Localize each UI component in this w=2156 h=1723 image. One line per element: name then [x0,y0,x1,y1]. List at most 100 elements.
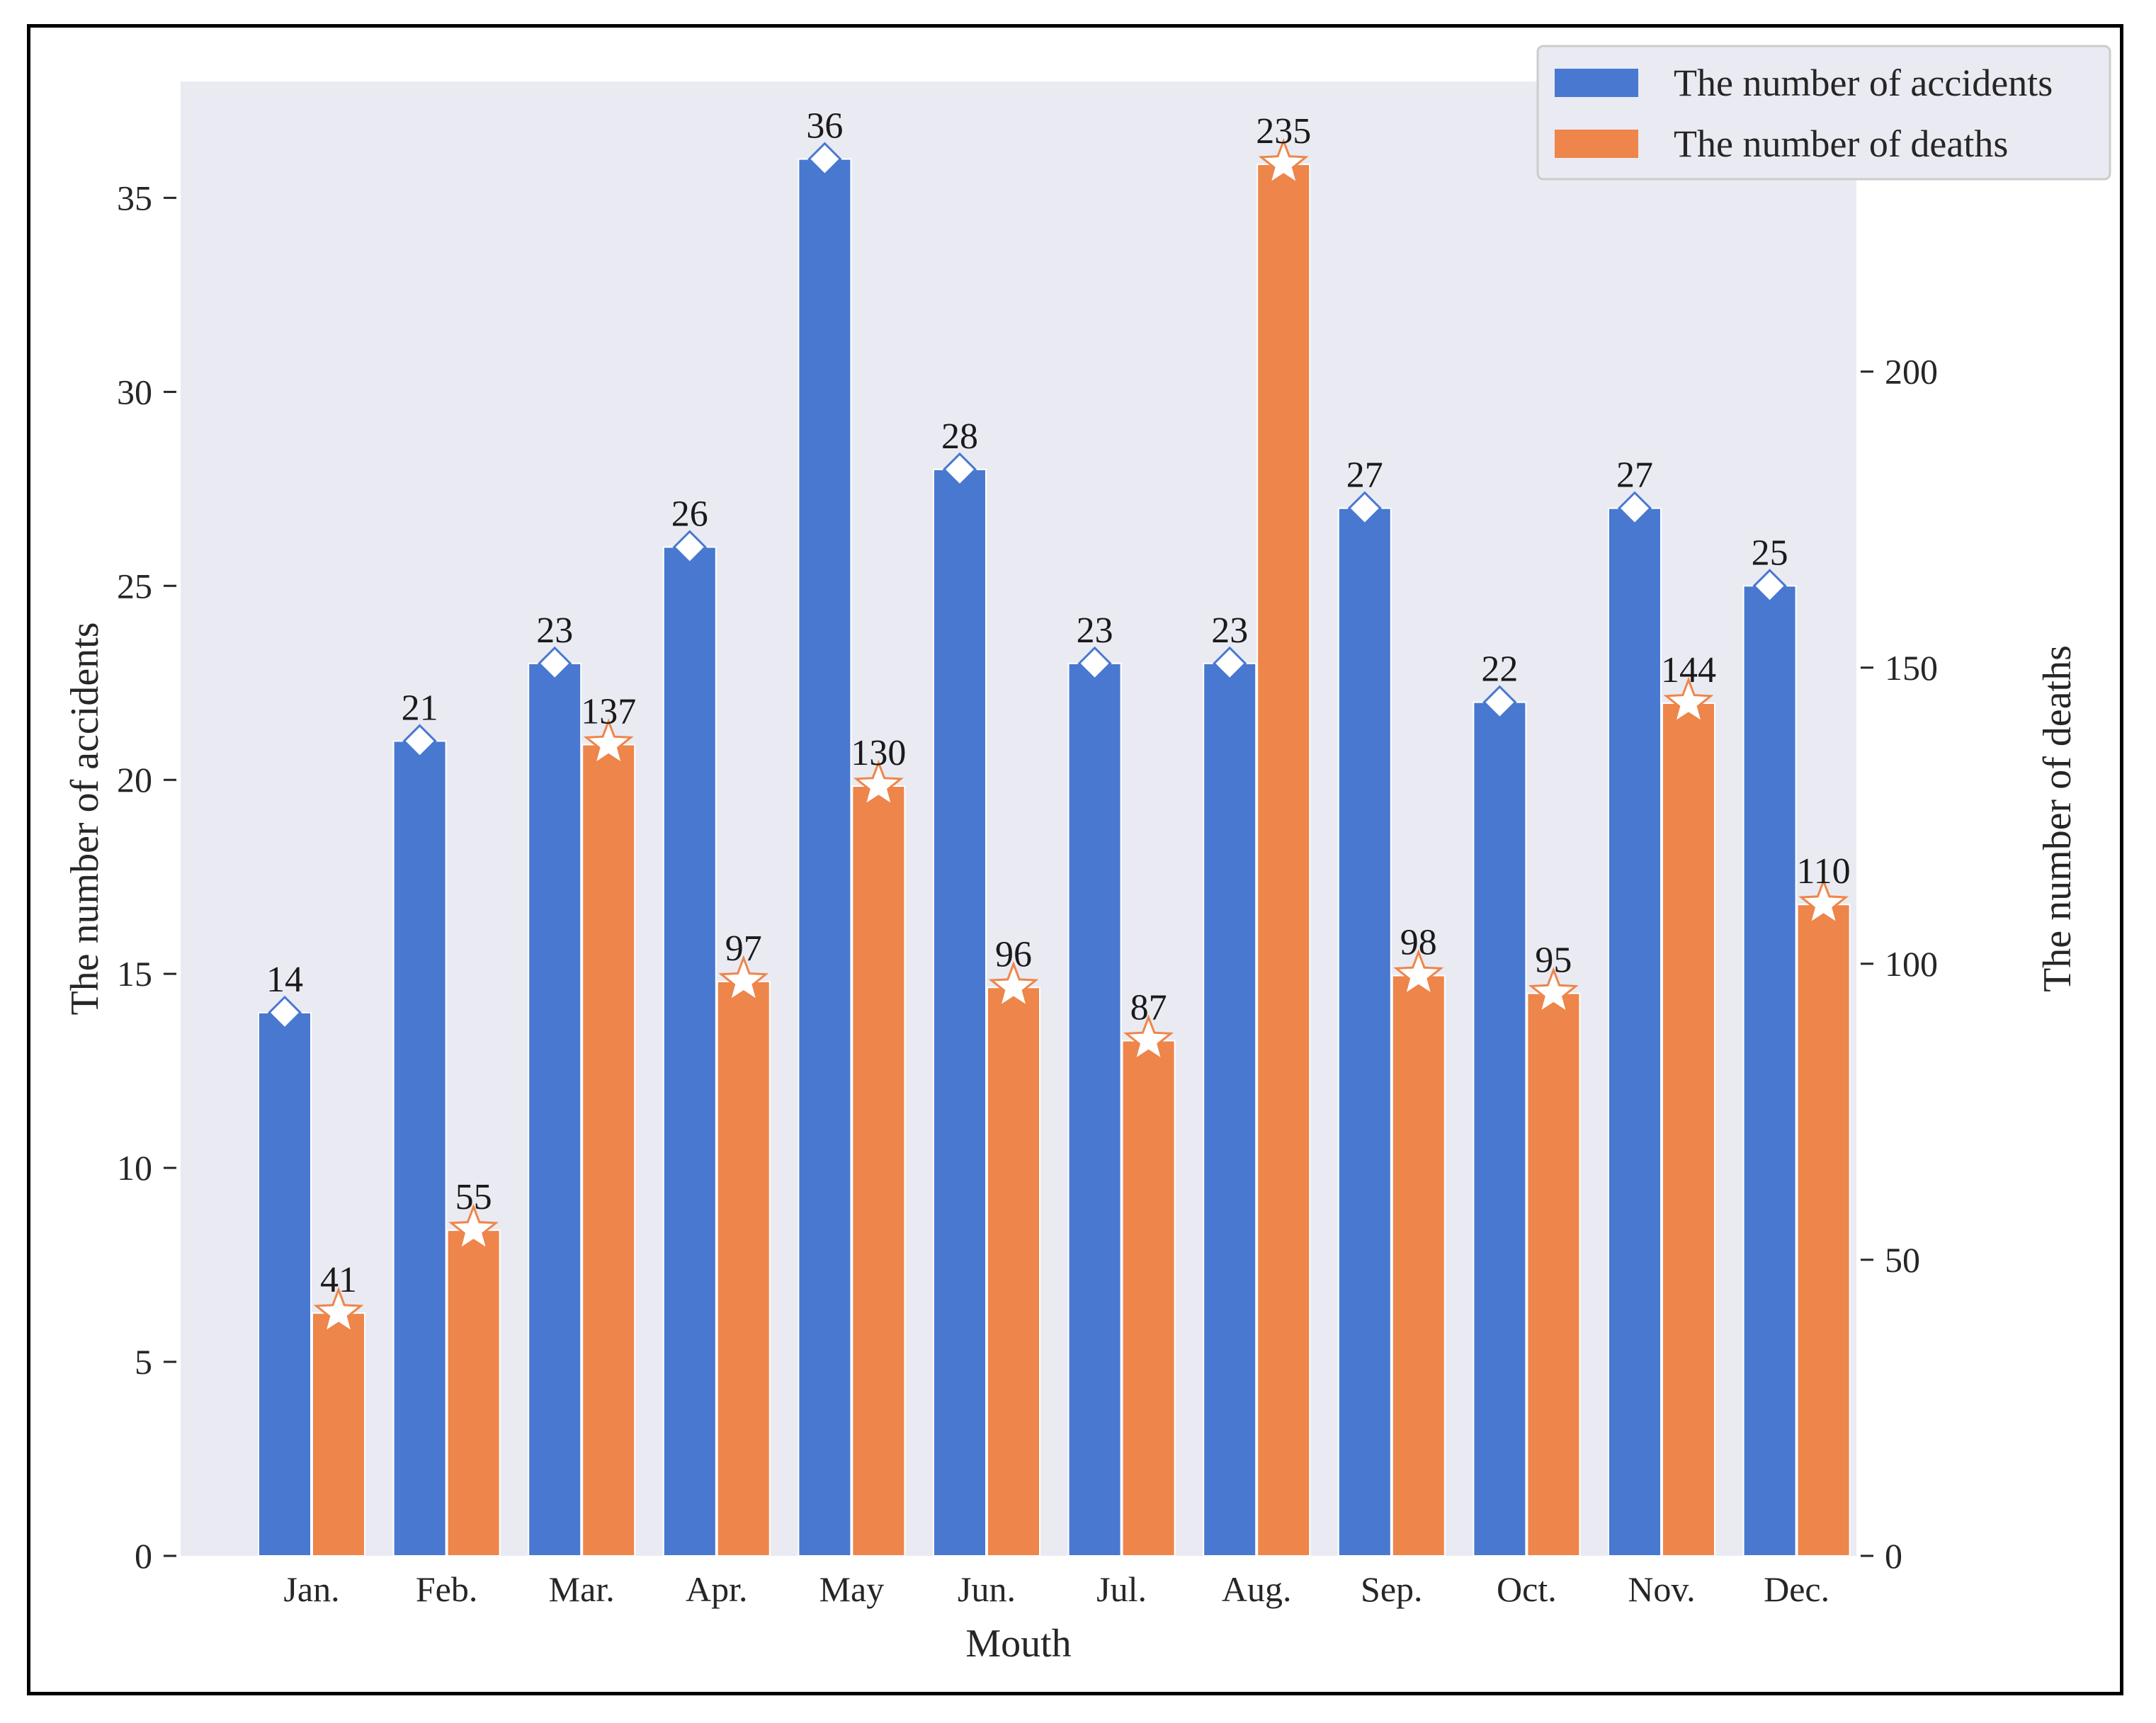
bar-accidents [392,740,447,1557]
marker-deaths [583,718,634,766]
marker-deaths [718,955,769,1003]
data-label-deaths: 110 [1797,851,1851,892]
marker-deaths [1798,877,1849,926]
bars-group [258,158,1851,1557]
data-label-deaths: 98 [1400,923,1437,963]
legend: The number of accidents The number of de… [1536,45,2111,181]
data-label-deaths: 144 [1661,650,1716,690]
left-tick-label: 35 [117,178,152,217]
data-label-accidents: 28 [941,416,978,457]
legend-box [1536,45,2111,181]
right-tick-label: 100 [1885,944,1938,984]
markers-group [267,137,1849,1335]
left-y-axis: 0 5 10 15 20 25 30 35 [117,178,176,1576]
marker-deaths [1528,967,1579,1015]
data-label-accidents: 36 [806,106,843,147]
bar-accidents [1067,662,1122,1557]
marker-deaths [1663,676,1714,725]
right-tick-label: 150 [1885,648,1938,688]
data-label-deaths: 97 [725,928,762,969]
bar-deaths [1391,974,1446,1557]
legend-swatch-accidents [1555,69,1638,97]
marker-deaths [853,759,904,808]
bar-deaths [987,986,1040,1557]
data-label-deaths: 87 [1130,988,1167,1028]
bar-chart: 1441215523137269736130289623872323527982… [63,45,2111,1666]
marker-accidents [1752,569,1787,603]
data-label-accidents: 23 [1077,610,1113,651]
bar-accidents [933,468,987,1557]
bar-accidents [258,1011,312,1557]
left-tick-label: 25 [117,566,152,605]
bar-deaths [851,785,906,1557]
bar-deaths [1796,904,1851,1557]
x-tick-label: Dec. [1764,1569,1829,1609]
marker-accidents [267,995,302,1030]
bar-accidents [1742,585,1797,1557]
data-label-deaths: 55 [455,1177,492,1217]
figure-frame: 14 41 21 55 23 137 26 97 36 130 28 96 23 87 23 235 27 98 2… [27,24,2123,1695]
left-tick-label: 15 [117,954,152,994]
bar-accidents [528,662,582,1557]
data-label-accidents: 14 [266,960,303,1000]
legend-label-accidents: The number of accidents [1674,62,2053,104]
left-tick-label: 0 [135,1536,152,1576]
data-label-accidents: 25 [1752,533,1788,573]
bar-accidents [662,546,717,1557]
bar-deaths [716,980,771,1557]
bar-deaths [1121,1040,1176,1557]
marker-deaths [313,1286,364,1335]
right-y-axis: 0 50 100 150 200 [1861,352,1938,1576]
x-tick-label: Apr. [686,1569,748,1609]
x-tick-label: Nov. [1628,1569,1695,1609]
x-axis-title: Mouth [965,1622,1071,1666]
bar-accidents [1203,662,1257,1557]
x-tick-label: Oct. [1497,1569,1557,1609]
x-tick-label: Jul. [1096,1569,1147,1609]
data-label-accidents: 27 [1346,455,1383,496]
data-label-deaths: 137 [581,691,636,732]
right-tick-label: 0 [1885,1536,1902,1576]
data-label-accidents: 23 [536,610,573,651]
x-tick-label: Jan. [283,1569,339,1609]
left-y-axis-title: The number of accidents [63,622,107,1015]
data-label-deaths: 235 [1256,111,1311,152]
right-tick-label: 200 [1885,352,1938,392]
marker-deaths [1393,949,1444,997]
left-tick-label: 20 [117,760,152,800]
x-axis: Jan. Feb. Mar. Apr. May Jun. Jul. Aug. Sep. Oct. N… [283,1569,1829,1609]
marker-deaths [1123,1014,1174,1062]
data-label-accidents: 23 [1211,610,1248,651]
marker-accidents [1617,491,1652,525]
data-label-deaths: 95 [1535,940,1572,981]
bar-accidents [1473,701,1527,1557]
bar-deaths [1662,702,1715,1557]
bar-accidents [1337,507,1392,1557]
x-tick-label: Feb. [416,1569,478,1609]
marker-deaths [988,961,1039,1009]
bar-accidents [1608,507,1662,1557]
marker-accidents [807,142,842,176]
bar-deaths [1526,992,1581,1557]
x-tick-label: Mar. [549,1569,615,1609]
marker-accidents [402,724,437,758]
marker-accidents [538,646,572,681]
x-tick-label: May [819,1569,885,1609]
data-labels-group: 1441215523137269736130289623872323527982… [266,106,1851,1301]
marker-accidents [942,452,977,487]
bar-accidents [798,158,852,1557]
left-tick-label: 5 [135,1342,152,1382]
data-label-accidents: 27 [1616,455,1653,496]
left-tick-label: 30 [117,372,152,411]
x-tick-label: Jun. [958,1569,1016,1609]
marker-accidents [1077,646,1112,681]
bar-deaths [581,744,636,1557]
data-label-deaths: 130 [851,733,906,773]
marker-accidents [1482,685,1517,720]
x-tick-label: Aug. [1222,1569,1292,1609]
data-label-accidents: 21 [402,688,438,728]
bar-deaths [446,1229,501,1557]
marker-accidents [1213,646,1247,681]
bar-deaths [1256,164,1311,1557]
data-label-deaths: 96 [995,934,1032,974]
